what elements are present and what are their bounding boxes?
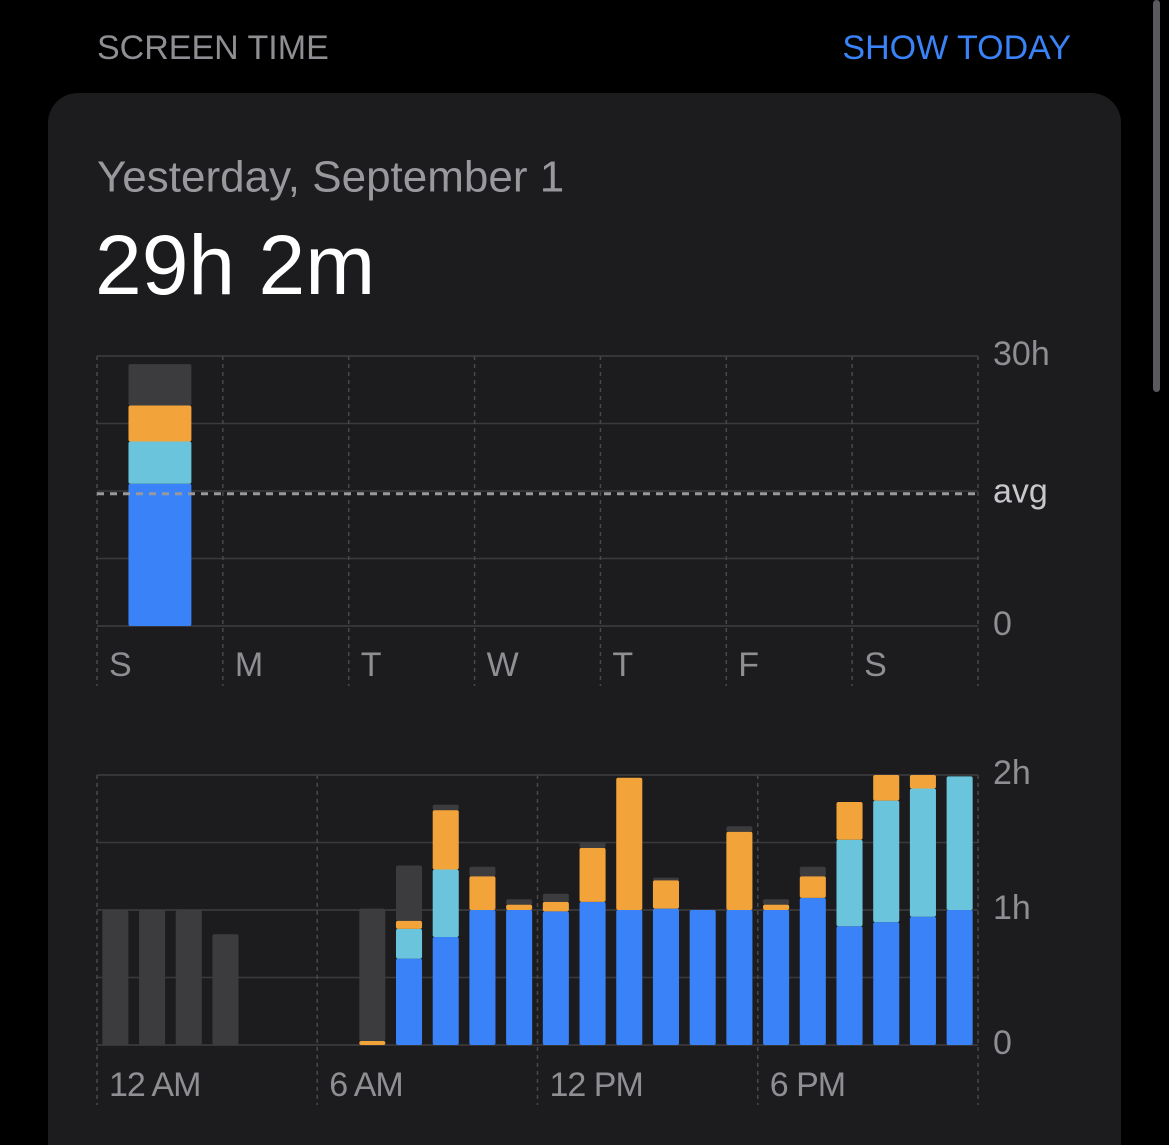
bar-segment [909, 916, 936, 1045]
total-time: 29h 2m [95, 218, 375, 312]
scrollbar [1153, 0, 1160, 392]
bar-segment [506, 904, 533, 910]
bar-segment [395, 928, 423, 959]
bar-segment [946, 776, 973, 910]
x-tick-label: 12 AM [109, 1066, 200, 1104]
bar-segment [946, 910, 973, 1045]
bar-segment [726, 910, 753, 1045]
bar-segment [763, 904, 790, 910]
bar-segment [616, 777, 643, 910]
x-tick-label: S [109, 646, 132, 684]
bar-segment [506, 899, 533, 905]
bar-segment [579, 847, 606, 902]
bar-segment [139, 910, 166, 1045]
bar-segment [909, 775, 936, 789]
bar-segment [652, 908, 680, 1045]
bar-segment [763, 899, 790, 905]
x-tick-label: M [235, 646, 263, 684]
bar-segment [128, 405, 192, 442]
bar-segment [616, 910, 643, 1045]
bar-segment [836, 926, 863, 1045]
bar-segment [542, 901, 569, 912]
average-label: avg [993, 473, 1048, 511]
x-tick-label: 12 PM [550, 1066, 643, 1104]
bar-segment [432, 937, 459, 1045]
bar-segment [873, 922, 900, 1045]
bar-segment [579, 901, 606, 1045]
x-tick-label: W [487, 646, 519, 684]
bar-segment [836, 802, 863, 840]
bar-segment [579, 842, 606, 848]
bar-segment [359, 1040, 386, 1045]
y-tick-label: 1h [993, 889, 1031, 927]
bar-segment [799, 897, 826, 1045]
bar-segment [726, 826, 753, 832]
bar-segment [873, 800, 900, 923]
date: Yesterday, September 1 [97, 153, 564, 202]
bar-segment [175, 910, 202, 1045]
bar-segment [542, 893, 569, 902]
y-tick-label: 0 [993, 1024, 1012, 1062]
bar-segment [542, 911, 569, 1045]
bar-segment [128, 441, 192, 484]
bar-segment [652, 877, 680, 881]
y-tick-label: 2h [993, 754, 1031, 792]
x-tick-label: 6 AM [329, 1066, 402, 1104]
bar-segment [469, 910, 496, 1045]
bar-segment [395, 920, 423, 929]
x-tick-label: T [612, 646, 633, 684]
bar-segment [506, 910, 533, 1045]
bar-segment [432, 869, 459, 937]
bar-segment [432, 810, 459, 870]
x-tick-label: S [864, 646, 887, 684]
bar-segment [128, 483, 192, 626]
bar-segment [763, 910, 790, 1045]
bar-segment [873, 775, 900, 801]
bar-segment [726, 831, 753, 910]
bar-segment [469, 876, 496, 910]
bar-segment [395, 958, 423, 1045]
bar-segment [689, 910, 716, 1045]
y-tick-label: 0 [993, 605, 1012, 643]
x-tick-label: T [361, 646, 382, 684]
bar-segment [652, 880, 680, 909]
bar-segment [359, 908, 386, 1041]
bar-segment [469, 866, 496, 877]
x-tick-label: F [738, 646, 759, 684]
bar-segment [432, 804, 459, 811]
bar-segment [799, 876, 826, 898]
bar-segment [836, 839, 863, 927]
bar-segment [909, 788, 936, 917]
bar-segment [799, 866, 826, 877]
x-tick-label: 6 PM [770, 1066, 845, 1104]
section-title: SCREEN TIME [97, 29, 329, 67]
bar-segment [128, 364, 192, 406]
bar-segment [395, 865, 423, 921]
bar-segment [102, 910, 129, 1045]
bar-segment [212, 934, 239, 1045]
y-tick-label: 30h [993, 335, 1050, 373]
show-today-button[interactable]: SHOW TODAY [842, 29, 1071, 67]
